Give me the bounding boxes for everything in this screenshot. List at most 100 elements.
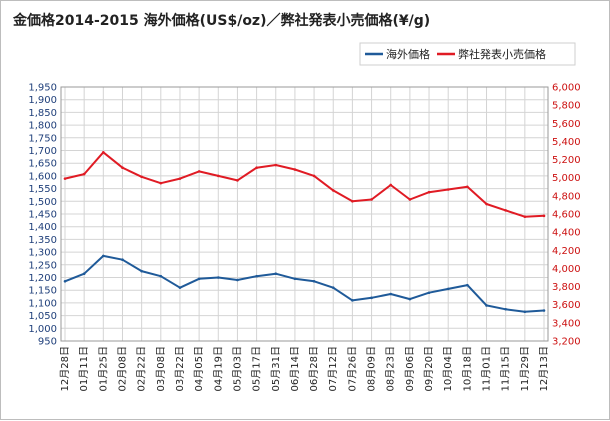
x-tick-label: 04月19日 (212, 346, 224, 391)
series-line-overseas (64, 254, 545, 313)
series-line-retail (64, 151, 545, 218)
x-tick-label: 12月13日 (538, 346, 550, 391)
plot-area-border (60, 86, 549, 342)
right-tick-label: 4,400 (552, 228, 581, 239)
point-overseas (216, 276, 220, 279)
right-tick-label: 6,000 (552, 83, 581, 94)
point-retail (504, 209, 507, 212)
x-tick-label: 05月31日 (270, 346, 282, 391)
left-tick-label: 1,950 (28, 83, 57, 94)
point-overseas (389, 292, 393, 296)
point-overseas (255, 274, 258, 278)
point-overseas (408, 297, 412, 301)
point-overseas (523, 310, 527, 314)
point-retail (351, 200, 354, 203)
point-overseas (197, 277, 201, 281)
chart-title: 金価格2014-2015 海外価格(US$/oz)／弊社発表小売価格(¥/g) (12, 12, 430, 29)
point-retail (274, 163, 278, 167)
x-tick-label: 09月06日 (404, 346, 416, 391)
point-overseas (63, 280, 67, 283)
point-retail (466, 185, 469, 189)
left-tick-label: 1,400 (28, 222, 57, 233)
point-overseas (427, 291, 431, 295)
x-tick-label: 02月22日 (136, 346, 148, 391)
right-tick-label: 4,000 (552, 264, 581, 275)
point-overseas (446, 287, 450, 291)
left-tick-label: 1,100 (28, 298, 57, 309)
point-retail (485, 202, 488, 206)
x-tick-label: 08月23日 (385, 346, 397, 391)
right-tick-label: 3,800 (552, 282, 581, 293)
right-tick-label: 3,600 (552, 300, 581, 311)
left-tick-label: 950 (38, 337, 57, 348)
left-tick-label: 1,550 (28, 184, 57, 195)
left-tick-label: 1,300 (28, 248, 57, 259)
point-overseas (82, 272, 86, 275)
x-tick-label: 01月11日 (78, 346, 90, 391)
x-tick-label: 01月25日 (97, 346, 109, 391)
left-tick-label: 1,000 (28, 324, 57, 335)
point-overseas (159, 274, 163, 278)
point-overseas (485, 304, 488, 307)
x-tick-label: 10月18日 (461, 346, 473, 391)
right-tick-label: 3,400 (552, 318, 581, 329)
x-tick-label: 09月20日 (423, 346, 435, 391)
point-retail (159, 181, 163, 185)
x-tick-label: 12月28日 (59, 346, 71, 391)
left-tick-label: 1,250 (28, 260, 57, 271)
x-tick-label: 07月12日 (327, 346, 339, 391)
x-tick-label: 02月08日 (116, 346, 128, 391)
point-retail (63, 177, 67, 180)
x-tick-label: 11月15日 (500, 346, 512, 391)
right-axis: 3,200 3,400 3,600 3,800 4,000 4,200 4,400 4,600… (552, 83, 581, 348)
x-tick-label: 11月01日 (481, 346, 493, 391)
x-tick-label: 05月17日 (251, 346, 263, 391)
left-tick-label: 1,700 (28, 146, 57, 157)
x-tick-label: 06月14日 (289, 346, 301, 391)
left-tick-label: 1,600 (28, 171, 57, 182)
point-retail (312, 174, 316, 178)
point-retail (178, 177, 182, 180)
point-retail (140, 175, 143, 179)
point-retail (370, 198, 373, 201)
x-tick-label: 04月05日 (193, 346, 205, 391)
x-tick-label: 07月26日 (346, 346, 358, 391)
point-retail (216, 174, 220, 178)
point-overseas (331, 286, 335, 289)
point-retail (293, 168, 297, 171)
x-tick-label: 06月28日 (308, 346, 320, 391)
left-tick-label: 1,500 (28, 197, 57, 208)
x-tick-label: 11月29日 (519, 346, 531, 391)
x-tick-label: 03月22日 (174, 346, 186, 391)
x-axis: 12月28日 01月11日 01月25日 02月08日 02月22日 03月08日 03月2… (59, 346, 550, 391)
point-retail (427, 190, 431, 194)
left-tick-label: 1,800 (28, 121, 57, 132)
left-tick-label: 1,650 (28, 159, 57, 170)
point-overseas (293, 277, 297, 281)
point-overseas (102, 254, 105, 258)
legend-label-overseas: 海外価格 (386, 47, 430, 61)
right-tick-label: 4,600 (552, 210, 581, 221)
point-overseas (236, 278, 239, 282)
left-tick-label: 1,750 (28, 133, 57, 144)
right-tick-label: 4,800 (552, 191, 581, 202)
right-tick-label: 5,200 (552, 155, 581, 166)
point-retail (197, 170, 201, 173)
right-tick-label: 5,600 (552, 119, 581, 130)
point-retail (236, 179, 239, 182)
point-overseas (140, 269, 143, 273)
point-retail (408, 198, 412, 201)
grid-lines (61, 87, 548, 341)
left-tick-label: 1,350 (28, 235, 57, 246)
point-overseas (178, 286, 182, 289)
point-retail (389, 183, 393, 187)
point-overseas (351, 299, 354, 302)
point-retail (255, 166, 258, 170)
legend: 海外価格 弊社発表小売価格 (359, 42, 576, 66)
left-tick-label: 1,050 (28, 311, 57, 322)
x-tick-label: 08月09日 (366, 346, 378, 391)
right-tick-label: 5,400 (552, 137, 581, 148)
